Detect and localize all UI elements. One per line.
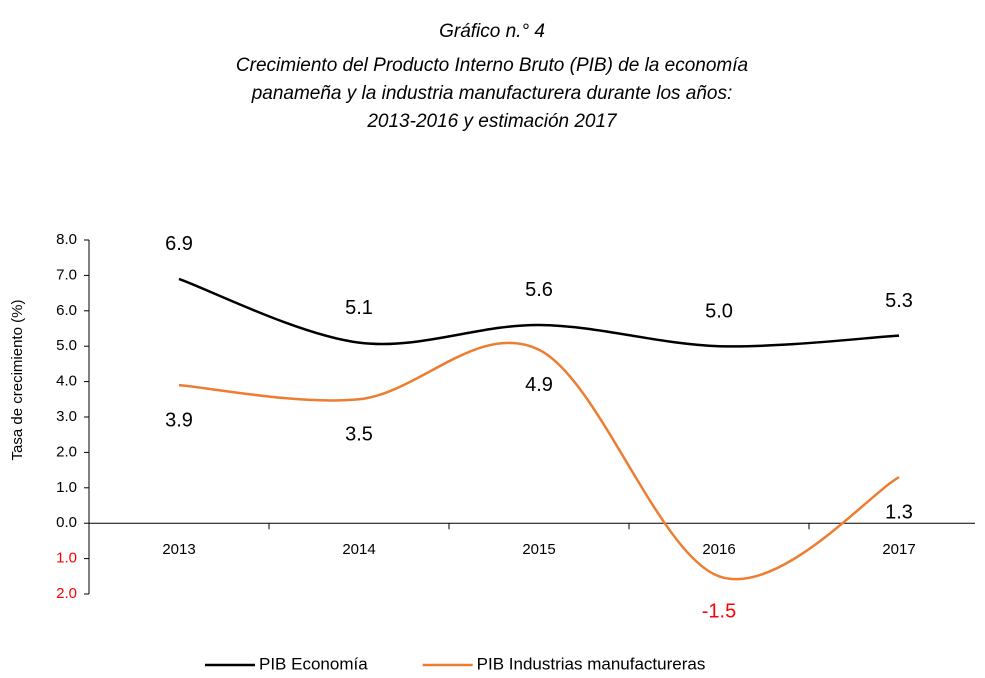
x-tick-label: 2016	[702, 541, 735, 558]
y-tick-label: 8.0	[56, 231, 77, 248]
chart-subtitle: Crecimiento del Producto Interno Bruto (…	[236, 55, 748, 76]
data-label: 5.3	[885, 290, 913, 312]
y-tick-label: 4.0	[56, 373, 77, 390]
legend-label: PIB Economía	[259, 654, 368, 673]
data-label: 4.9	[525, 374, 553, 396]
series-line	[178, 341, 900, 581]
y-tick-label: 2.0	[56, 443, 77, 460]
legend-label: PIB Industrias manufactureras	[477, 654, 706, 673]
x-tick-label: 2017	[882, 541, 915, 558]
y-tick-label: 1.0	[56, 550, 77, 567]
y-tick-label: 0.0	[56, 514, 77, 531]
y-axis-label: Tasa de crecimiento (%)	[9, 300, 26, 461]
y-tick-label: 3.0	[56, 408, 77, 425]
x-tick-label: 2015	[522, 541, 555, 558]
chart-title: Gráfico n.° 4	[439, 21, 545, 42]
x-tick-label: 2013	[162, 541, 195, 558]
data-label: 5.1	[345, 297, 373, 319]
chart-subtitle: panameña y la industria manufacturera du…	[251, 83, 733, 104]
data-label: 1.3	[885, 501, 913, 523]
data-label: 5.6	[525, 279, 553, 301]
data-label: -1.5	[702, 601, 736, 623]
data-label: 6.9	[165, 233, 193, 255]
y-tick-label: 5.0	[56, 337, 77, 354]
y-tick-label: 2.0	[56, 585, 77, 602]
data-label: 5.0	[705, 300, 733, 322]
series-line	[178, 277, 900, 348]
chart-subtitle: 2013-2016 y estimación 2017	[366, 111, 618, 132]
y-tick-label: 6.0	[56, 302, 77, 319]
y-tick-label: 7.0	[56, 266, 77, 283]
data-label: 3.9	[165, 409, 193, 431]
x-tick-label: 2014	[342, 541, 375, 558]
y-tick-label: 1.0	[56, 479, 77, 496]
data-label: 3.5	[345, 424, 373, 446]
